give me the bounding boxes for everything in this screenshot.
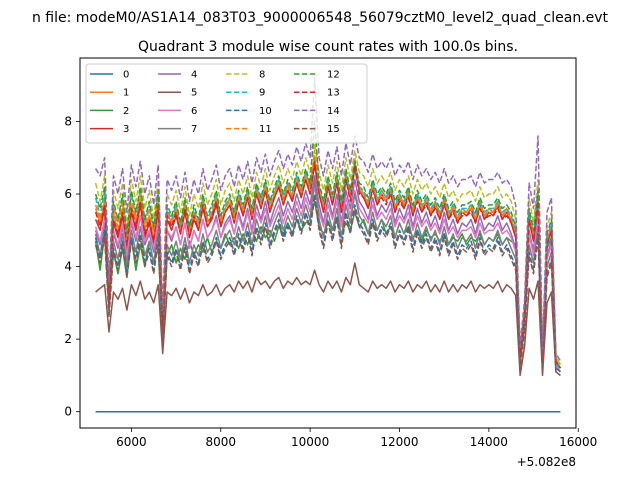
x-tick-label: 8000 <box>205 435 236 449</box>
legend-label-10: 10 <box>259 106 272 117</box>
series-line-14 <box>94 77 562 362</box>
x-tick-label: 16000 <box>559 435 597 449</box>
legend-label-15: 15 <box>327 124 340 135</box>
series-layer <box>94 77 562 413</box>
x-tick-label: 12000 <box>380 435 418 449</box>
plot-frame <box>79 57 577 429</box>
legend-label-12: 12 <box>327 70 340 81</box>
y-tick-label: 8 <box>64 114 72 128</box>
series-line-4 <box>94 175 562 373</box>
legend-label-6: 6 <box>191 106 197 117</box>
x-tick-label: 6000 <box>116 435 147 449</box>
y-tick-label: 6 <box>64 187 72 201</box>
y-tick-label: 0 <box>64 405 72 419</box>
y-tick-label: 4 <box>64 260 72 274</box>
figure-suptitle: n file: modeM0/AS1A14_083T03_9000006548_… <box>32 10 609 26</box>
series-line-12 <box>94 120 562 369</box>
legend-label-3: 3 <box>123 124 129 135</box>
legend-label-5: 5 <box>191 88 197 99</box>
series-line-6 <box>94 186 562 373</box>
legend-frame <box>85 63 368 144</box>
y-axis-ticks: 0 2 4 6 8 <box>64 114 80 419</box>
series-line-13 <box>94 160 562 369</box>
x-tick-label: 14000 <box>470 435 508 449</box>
legend-label-8: 8 <box>259 70 265 81</box>
series-line-5 <box>95 262 561 377</box>
legend-label-1: 1 <box>123 88 129 99</box>
y-tick-label: 2 <box>64 332 72 346</box>
legend-label-4: 4 <box>191 70 197 81</box>
legend-label-14: 14 <box>327 106 340 117</box>
legend-label-9: 9 <box>259 88 265 99</box>
legend-label-11: 11 <box>259 124 272 135</box>
legend-label-13: 13 <box>327 88 340 99</box>
chart-title: Quadrant 3 module wise count rates with … <box>138 39 518 55</box>
legend-label-2: 2 <box>123 106 129 117</box>
x-axis-ticks: 6000 8000 10000 12000 14000 16000 <box>116 428 597 449</box>
series-line-7 <box>94 178 561 373</box>
series-line-15 <box>94 196 561 376</box>
legend-label-0: 0 <box>123 70 129 81</box>
series-line-8 <box>94 142 562 365</box>
legend-label-7: 7 <box>191 124 197 135</box>
x-tick-label: 10000 <box>291 435 329 449</box>
series-line-10 <box>94 193 561 373</box>
series-line-11 <box>94 149 562 369</box>
x-axis-offset-label: +5.082e8 <box>517 455 576 469</box>
